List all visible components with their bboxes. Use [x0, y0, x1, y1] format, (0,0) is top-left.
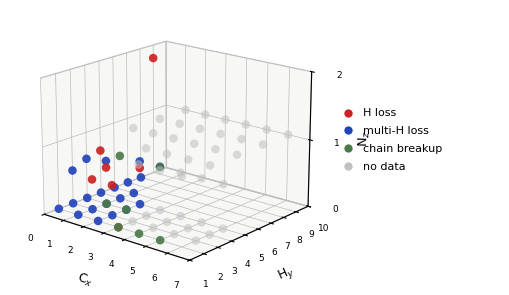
Legend: H loss, multi-H loss, chain breakup, no data: H loss, multi-H loss, chain breakup, no …: [336, 109, 442, 172]
X-axis label: C$_x$: C$_x$: [74, 271, 95, 290]
Y-axis label: H$_y$: H$_y$: [275, 262, 297, 285]
